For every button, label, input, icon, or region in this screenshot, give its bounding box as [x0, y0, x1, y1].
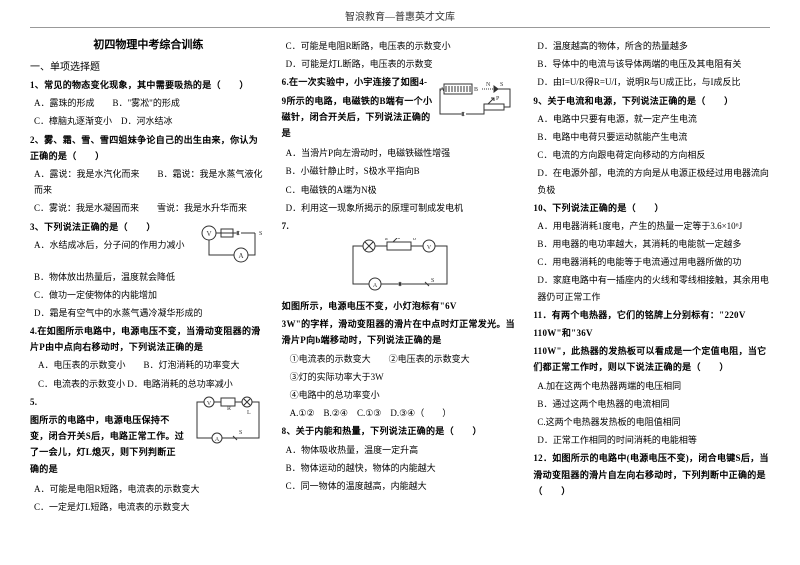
q12-stem: 12．如图所示的电路中(电源电压不变)，闭合电键S后，当滑动变阻器的滑片自左向右…: [533, 450, 770, 499]
page-header: 智浪教育—普惠英才文库: [0, 0, 800, 27]
svg-text:S: S: [500, 82, 503, 88]
svg-text:R: R: [227, 406, 231, 412]
svg-text:a: a: [385, 238, 388, 242]
svg-text:S: S: [259, 231, 262, 237]
q10-c: C．用电器消耗的电能等于电流通过用电器所做的功: [533, 254, 770, 270]
svg-text:V: V: [207, 401, 212, 407]
q6-a: A．当滑片P向左滑动时，电磁铁磁性增强: [282, 145, 519, 161]
q11-stem2: 110W"和"36V: [533, 325, 770, 341]
q4-stem: 4.在如图所示电路中，电源电压不变，当滑动变阻器的滑片P由中点向右移动时，下列说…: [30, 323, 267, 355]
q9-b: B．电路中电荷只要运动就能产生电流: [533, 129, 770, 145]
q9-d: D．在电源外部，电流的方向是从电源正极经过用电器流向负极: [533, 165, 770, 197]
header-divider: [30, 27, 770, 28]
svg-text:A: A: [238, 252, 243, 260]
q8-a: A．物体吸收热量，温度一定升高: [282, 442, 519, 458]
q11-d: D．正常工作相同的时间消耗的电能相等: [533, 432, 770, 448]
q10-d: D．家庭电路中有一插座内的火线和零线相接触，其余用电器仍可正常工作: [533, 272, 770, 304]
q7-stem2: 3W"的字样，滑动变阻器的滑片在中点时灯正常发光。当滑片P向b端移动时，下列说法…: [282, 316, 519, 348]
svg-text:S: S: [239, 430, 242, 436]
q1-opts-c: C．樟脑丸逐渐变小 D．河水结冰: [30, 113, 267, 129]
q9-c: C．电流的方向跟电荷定向移动的方向相反: [533, 147, 770, 163]
q6-d: D．利用这一现象所揭示的原理可制成发电机: [282, 200, 519, 216]
q8-b: B．物体运动的越快，物体的内能越大: [282, 460, 519, 476]
q10-stem: 10、下列说法正确的是（ ）: [533, 200, 770, 216]
col2-l1: C．可能是电阻R断路，电压表的示数变小: [282, 38, 519, 54]
q3-circuit-fig: V A S: [197, 221, 267, 265]
svg-text:P: P: [496, 96, 500, 102]
col3-l1: D．温度越高的物体，所含的热量越多: [533, 38, 770, 54]
q7-stem1: 如图所示，电源电压不变，小灯泡标有"6V: [282, 298, 519, 314]
svg-text:A: A: [215, 437, 220, 443]
q2-opts-c: C．雾说：我是水凝固而来 雪说：我是水升华而来: [30, 200, 267, 216]
page-content: 初四物理中考综合训练 一、单项选择题 1、常见的物态变化现象，其中需要吸热的是（…: [0, 36, 800, 517]
q11-a: A.加在这两个电热器两端的电压相同: [533, 378, 770, 394]
svg-text:B: B: [474, 87, 478, 93]
q9-a: A．电路中只要有电源，就一定产生电流: [533, 111, 770, 127]
q7-c: ④电路中的总功率变小: [282, 387, 519, 403]
q8-stem: 8、关于内能和热量，下列说法正确的是（ ）: [282, 423, 519, 439]
q11-c: C.这两个电热器发热板的电阻值相同: [533, 414, 770, 430]
svg-text:L: L: [247, 410, 251, 416]
q8-c: C．同一物体的温度越高，内能越大: [282, 478, 519, 494]
q10-a: A．用电器消耗1度电，产生的热量一定等于3.6×10⁶J: [533, 218, 770, 234]
q1-opts-a: A．露珠的形成 B．"雾凇"的形成: [30, 95, 267, 111]
svg-text:P: P: [401, 238, 405, 240]
q7-opts: A.①② B.②④ C.①③ D.③④（ ）: [282, 405, 519, 421]
col2-l2: D．可能是灯L断路，电压表的示数变: [282, 56, 519, 72]
svg-text:A: A: [440, 87, 445, 93]
svg-text:A: A: [373, 283, 378, 289]
q7-a: ①电流表的示数变大 ②电压表的示数变大: [282, 351, 519, 367]
q4-a: A．电压表的示数变小 B．灯泡消耗的功率变大: [30, 357, 267, 373]
column-3: D．温度越高的物体，所含的热量越多 B．导体中的电流与该导体两端的电压及其电阻有…: [533, 36, 770, 517]
svg-text:V: V: [206, 230, 211, 238]
q7-b: ③灯的实际功率大于3W: [282, 369, 519, 385]
q5-circuit-fig: V L A S R: [189, 396, 267, 448]
q8d2: B．导体中的电流与该导体两端的电压及其电阻有关: [533, 56, 770, 72]
q3-d: D．霜是有空气中的水蒸气遇冷凝华形成的: [30, 305, 267, 321]
svg-text:S: S: [431, 278, 434, 284]
q10-b: B．用电器的电功率越大，其消耗的电能就一定越多: [533, 236, 770, 252]
q3-b: B．物体放出热量后，温度就会降低: [30, 269, 267, 285]
q5-c: C．一定是灯L短路，电流表的示数变大: [30, 499, 267, 515]
q5-a: A．可能是电阻R短路，电流表的示数变大: [30, 481, 267, 497]
q1-stem: 1、常见的物态变化现象，其中需要吸热的是（ ）: [30, 77, 267, 93]
q9-stem: 9、关于电流和电源，下列说法正确的是（ ）: [533, 93, 770, 109]
q2-opts-a: A．露说：我是水汽化而来 B．霜说：我是水蒸气液化而来: [30, 166, 267, 198]
section-1-head: 一、单项选择题: [30, 58, 267, 73]
q2-stem: 2、雾、霜、雪、雪四姐妹争论自己的出生由来，你认为正确的是（ ）: [30, 132, 267, 164]
column-1: 初四物理中考综合训练 一、单项选择题 1、常见的物态变化现象，其中需要吸热的是（…: [30, 36, 267, 517]
svg-text:V: V: [427, 245, 432, 251]
q6-b: B．小磁针静止时，S极水平指向B: [282, 163, 519, 179]
svg-text:N: N: [486, 82, 491, 88]
q4-c: C．电流表的示数变小 D．电路消耗的总功率减小: [30, 376, 267, 392]
q8d3: D．由I=U/R得R=U/I，说明R与U成正比，与I成反比: [533, 74, 770, 90]
q6-circuit-fig: A B N S P: [438, 76, 518, 122]
q3-c: C．做功一定使物体的内能增加: [30, 287, 267, 303]
q7-num: 7.: [282, 218, 519, 234]
doc-title: 初四物理中考综合训练: [30, 36, 267, 52]
column-2: C．可能是电阻R断路，电压表的示数变小 D．可能是灯L断路，电压表的示数变 A B…: [282, 36, 519, 517]
q6-c: C．电磁铁的A端为N极: [282, 182, 519, 198]
q11-stem3: 110W"，此热器的发热板可以看成是一个定值电阻，当它们都正常工作时，则以下说法…: [533, 343, 770, 375]
svg-text:b: b: [413, 238, 416, 242]
q11-b: B．通过这两个电热器的电流相同: [533, 396, 770, 412]
q11-stem1: 11．有两个电热器，它们的铭牌上分别标有："220V: [533, 307, 770, 323]
q7-circuit-fig: a b P V A S: [345, 238, 455, 294]
